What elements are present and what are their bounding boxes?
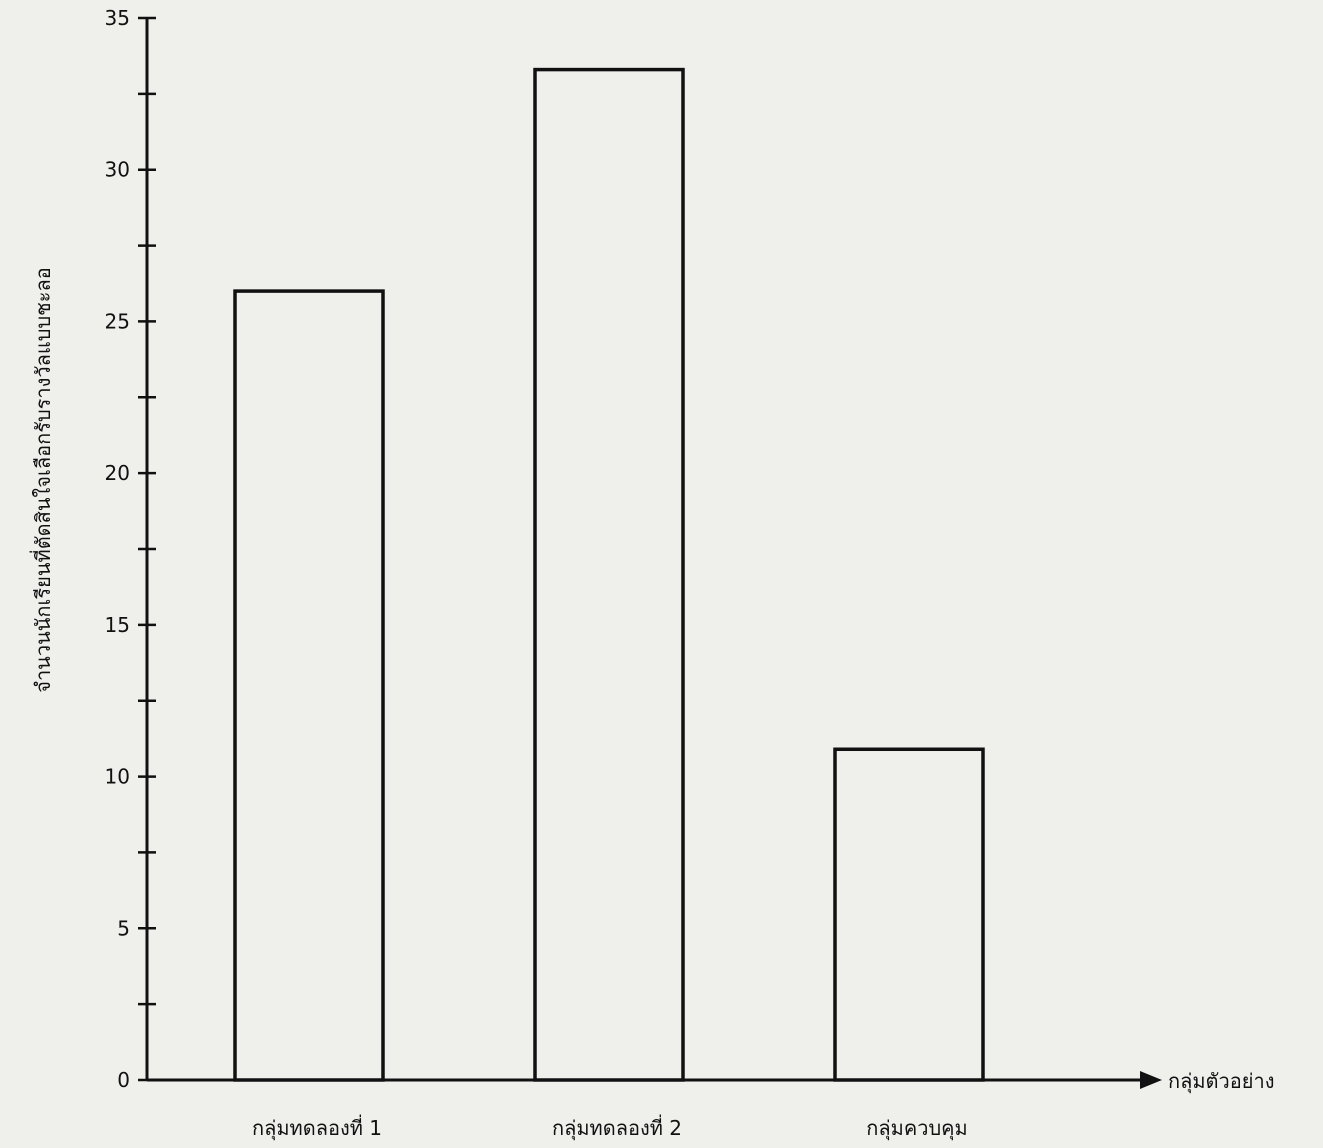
bars [233,67,985,1082]
x-category-label: กลุ่มควบคุม [866,1116,967,1141]
y-tick-label: 35 [105,6,130,30]
bar [833,747,985,1082]
bar [533,67,685,1082]
y-ticks: 0 5 10 15 20 25 30 35 [105,6,156,1092]
x-axis-arrow-icon [1140,1071,1162,1089]
x-category-labels: กลุ่มทดลองที่ 1 กลุ่มทดลองที่ 2 กลุ่มควบคุ… [252,1114,968,1141]
y-axis-title: จำนวนนักเรียนที่ตัดสินใจเลือกรับรางวัลแบ… [29,267,55,693]
bar [233,289,385,1082]
y-tick-label: 10 [105,765,130,789]
x-category-label: กลุ่มทดลองที่ 1 [252,1114,382,1141]
y-tick-label: 20 [105,461,130,485]
y-tick-label: 5 [117,916,130,940]
x-axis-title: กลุ่มตัวอย่าง [1168,1069,1275,1094]
x-category-label: กลุ่มทดลองที่ 2 [552,1114,682,1141]
y-tick-label: 25 [105,309,130,333]
y-tick-label: 15 [105,613,130,637]
y-tick-label: 0 [117,1068,130,1092]
y-tick-label: 30 [105,158,130,182]
